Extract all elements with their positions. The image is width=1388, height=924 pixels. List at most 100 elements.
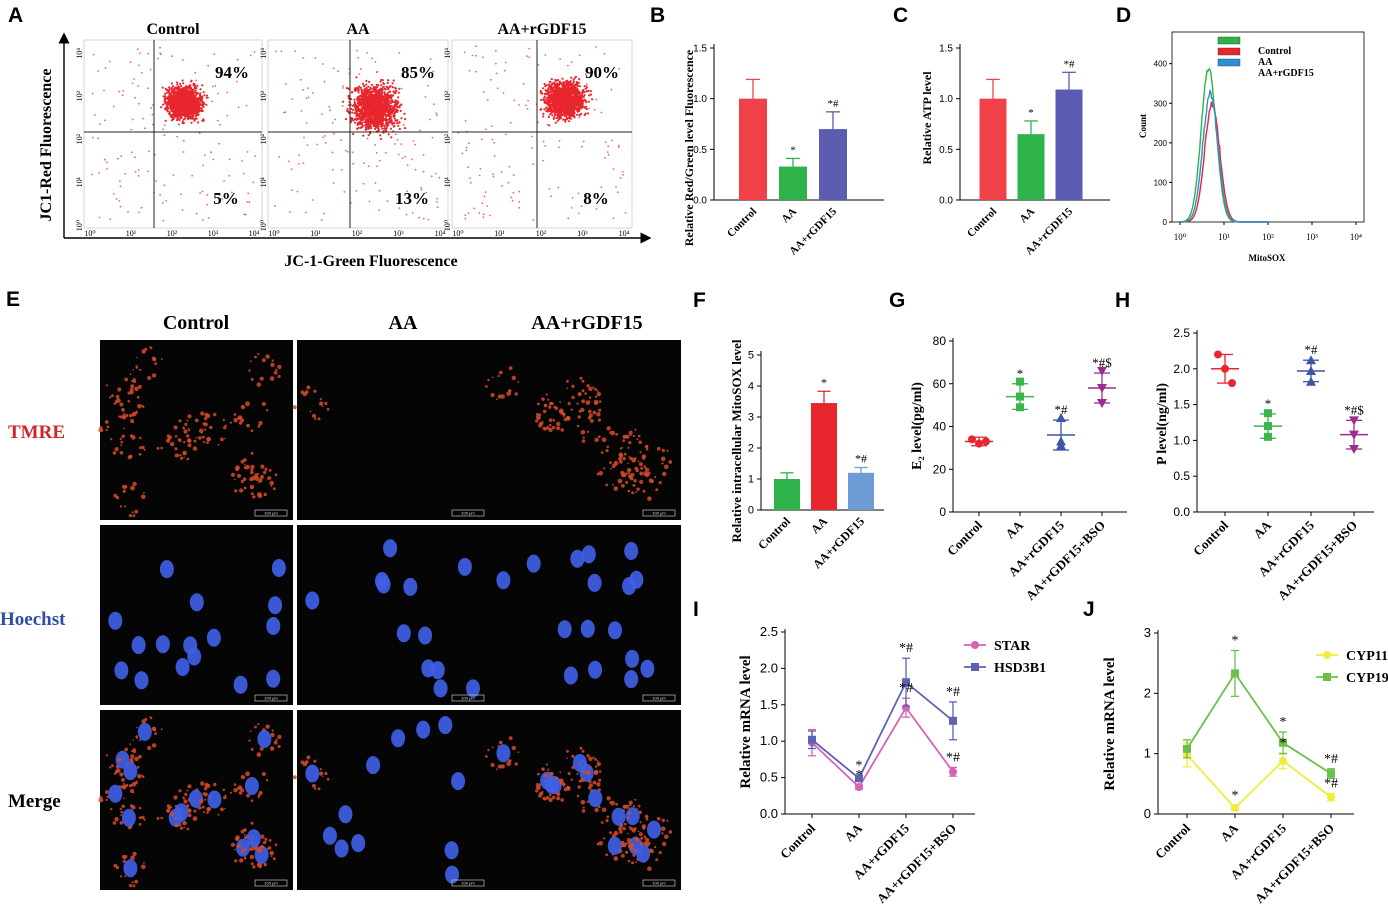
h-data-point xyxy=(1264,409,1272,418)
j-significance: *# xyxy=(1324,776,1338,791)
e-scale-bar-label: 100 μm xyxy=(461,881,475,886)
g-data-point xyxy=(1056,412,1066,422)
j-data-point xyxy=(1279,756,1287,765)
i-significance: *# xyxy=(946,750,960,765)
e-nucleus xyxy=(174,803,189,822)
e-nucleus xyxy=(457,557,472,576)
a-y-tick-label: 10¹ xyxy=(75,176,84,187)
e-col-rgdf15: AA+rGDF15 xyxy=(531,312,642,334)
j-data-point xyxy=(1231,803,1239,812)
d-y-tick-label: 200 xyxy=(1154,139,1168,148)
h-x-tick-label: AA+rGDF15+BSO xyxy=(1275,518,1360,603)
i-x-tick-label: AA+rGDF15+BSO xyxy=(874,821,959,906)
h-significance: *# xyxy=(1305,342,1319,357)
a-x-tick-label: 10⁰ xyxy=(84,229,95,238)
h-x-tick-label: Control xyxy=(1190,517,1231,558)
h-data-point xyxy=(1221,364,1229,373)
i-y-tick-label: 0.5 xyxy=(760,770,778,785)
a-x-tick-label: 10⁴ xyxy=(249,229,260,238)
d-xlabel: MitoSOX xyxy=(1249,253,1286,263)
h-significance: * xyxy=(1265,396,1272,411)
e-col-aa: AA xyxy=(389,312,418,334)
e-row-merge: Merge xyxy=(8,791,61,812)
c-significance: * xyxy=(1028,107,1034,119)
e-image-tile xyxy=(488,340,681,520)
f-y-tick-label: 0 xyxy=(748,505,754,517)
a-x-tick-label: 10¹ xyxy=(310,229,321,238)
c-y-tick-label: 0.0 xyxy=(939,196,953,207)
e-nucleus xyxy=(207,790,222,809)
j-series-line xyxy=(1186,671,1332,775)
e-image-tile xyxy=(488,710,681,890)
f-y-tick-label: 4 xyxy=(748,381,754,393)
j-series-line xyxy=(1186,754,1332,810)
f-y-tick-label: 1 xyxy=(748,474,754,486)
e-nucleus xyxy=(123,859,138,878)
e-nucleus xyxy=(526,554,541,573)
panel-f: Relative intracellular MitoSOX level 0 1 2… xyxy=(729,339,884,571)
a-x-tick-label: 10⁴ xyxy=(619,229,630,238)
e-nucleus xyxy=(383,539,398,558)
b-bar xyxy=(739,98,767,200)
f-ylabel: Relative intracellular MitoSOX level xyxy=(729,339,744,542)
i-data-point xyxy=(949,767,957,776)
d-ylabel: Count xyxy=(1138,114,1148,138)
i-x-tick-label: AA xyxy=(841,820,865,844)
i-y-tick-label: 1.0 xyxy=(760,733,778,748)
e-nucleus xyxy=(580,619,595,638)
i-y-tick-label: 2.0 xyxy=(760,660,778,675)
h-data-point xyxy=(1264,422,1272,431)
e-nucleus xyxy=(496,571,511,590)
panel-letter-f: F xyxy=(693,289,706,312)
e-nucleus xyxy=(544,776,559,794)
i-significance: *# xyxy=(899,681,913,696)
e-nucleus xyxy=(624,670,639,689)
e-nucleus xyxy=(266,617,281,635)
panel-letter-g: G xyxy=(889,289,905,312)
a-x-tick-label: 10³ xyxy=(577,229,588,238)
e-nucleus xyxy=(581,545,596,564)
e-scale-bar-label: 100 μm xyxy=(264,511,278,516)
e-col-control: Control xyxy=(163,312,230,334)
a-y-tick-label: 10⁴ xyxy=(443,48,452,59)
d-x-tick-label: 10⁴ xyxy=(1350,232,1362,242)
i-significance: * xyxy=(856,758,863,773)
b-significance: * xyxy=(790,144,796,156)
e-nucleus xyxy=(121,808,136,827)
f-x-tick-label: AA xyxy=(808,514,830,536)
e-scale-bar-label: 100 μm xyxy=(652,881,666,886)
a-plot-frame xyxy=(83,39,263,229)
j-data-point xyxy=(1279,738,1287,747)
e-scale-bar-label: 100 μm xyxy=(652,511,666,516)
f-x-tick-label: Control xyxy=(755,514,793,552)
h-data-point xyxy=(1306,355,1316,365)
b-bar xyxy=(819,129,847,200)
e-nucleus xyxy=(188,789,203,808)
e-row-tmre: TMRE xyxy=(8,422,65,443)
e-image-tile xyxy=(100,525,293,705)
a-y-tick-label: 10¹ xyxy=(443,176,452,187)
j-data-point xyxy=(1327,769,1335,778)
g-y-tick-label: 20 xyxy=(933,462,947,476)
i-series-line xyxy=(811,706,954,789)
e-nucleus xyxy=(444,841,459,860)
d-y-tick-label: 0 xyxy=(1163,218,1168,227)
e-nucleus xyxy=(108,611,123,630)
f-bar xyxy=(774,479,800,510)
e-nucleus xyxy=(466,679,480,698)
h-y-tick-label: 2.5 xyxy=(1173,326,1190,340)
h-ylabel: P level(ng/ml) xyxy=(1155,383,1170,465)
g-data-point xyxy=(975,439,983,448)
d-x-tick-label: 10³ xyxy=(1306,232,1318,242)
g-data-point xyxy=(982,437,990,446)
a-y-tick-label: 10⁰ xyxy=(75,220,84,231)
c-significance: *# xyxy=(1064,58,1076,70)
i-significance: *# xyxy=(946,685,960,700)
panel-letter-j: J xyxy=(1083,598,1095,621)
i-y-tick-label: 2.5 xyxy=(760,624,778,639)
d-x-tick-label: 10¹ xyxy=(1218,232,1230,242)
j-y-tick-label: 1 xyxy=(1144,746,1151,761)
a-ylabel: JC1-Red Fluorescence xyxy=(38,69,55,222)
g-data-point xyxy=(1097,384,1107,394)
